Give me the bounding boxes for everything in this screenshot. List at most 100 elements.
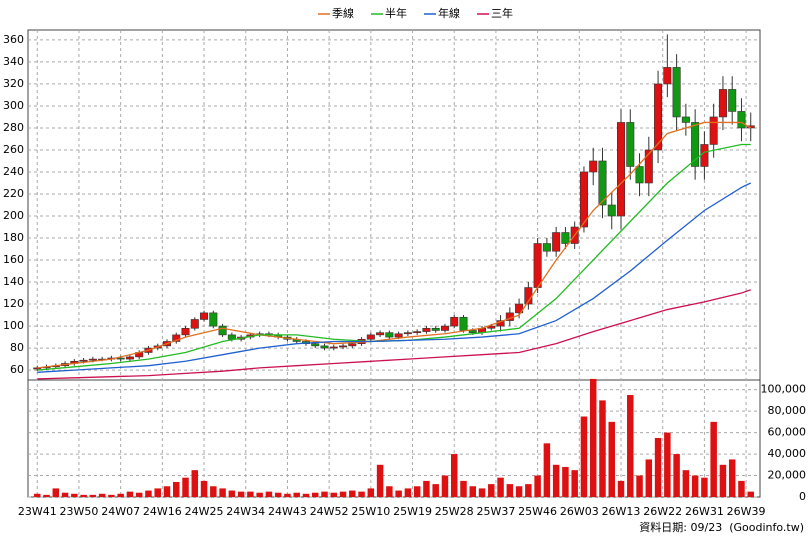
volume-bar <box>395 490 402 497</box>
x-tick-label: 26W39 <box>727 505 766 518</box>
volume-bar <box>210 486 217 497</box>
volume-bar <box>654 437 662 497</box>
candle-body <box>459 316 468 331</box>
y-tick-label: 60 <box>10 363 24 376</box>
volume-bar <box>747 491 754 497</box>
x-tick-label: 25W37 <box>476 505 515 518</box>
candle-body <box>431 327 440 331</box>
volume-bar <box>52 488 60 497</box>
volume-bar <box>34 493 41 497</box>
volume-bar <box>580 416 588 497</box>
candle-body <box>700 144 709 167</box>
volume-bar <box>358 491 365 497</box>
volume-bar <box>163 486 171 497</box>
volume-bar <box>43 494 50 497</box>
x-tick-label: 24W07 <box>101 505 140 518</box>
y-tick-label: 340 <box>3 55 24 68</box>
x-tick-label: 26W31 <box>685 505 724 518</box>
volume-bar <box>441 475 449 497</box>
y-tick-label: 200 <box>3 209 24 222</box>
volume-bar <box>608 421 615 497</box>
candle-body <box>440 325 449 331</box>
candle-body <box>190 319 199 329</box>
volume-bar <box>182 477 189 497</box>
candle-body <box>320 345 329 349</box>
candle-body <box>366 334 375 340</box>
y-tick-label: 140 <box>3 275 24 288</box>
candle-body <box>672 67 681 118</box>
volume-bar <box>61 492 69 497</box>
candle-body <box>533 243 542 288</box>
volume-bar <box>571 470 578 497</box>
volume-bar <box>432 484 439 497</box>
candle-body <box>598 160 607 206</box>
volume-bar <box>562 466 569 497</box>
candle-body <box>385 332 394 338</box>
x-tick-label: 23W41 <box>18 505 57 518</box>
plot-frame <box>27 29 761 498</box>
candle-body <box>172 334 181 342</box>
y-tick-label: 180 <box>3 231 24 244</box>
candle-body <box>181 327 190 336</box>
x-tick-label: 26W03 <box>560 505 599 518</box>
ma-line <box>37 121 752 369</box>
candle-body <box>709 116 718 145</box>
volume-bar <box>469 486 477 497</box>
candle-body <box>663 67 672 85</box>
volume-bar <box>627 395 634 497</box>
volume-bar <box>682 470 690 497</box>
candle-body <box>635 166 644 184</box>
volume-bar <box>728 459 736 497</box>
volume-bar <box>80 494 87 497</box>
candle-body <box>561 232 570 244</box>
x-tick-label: 25W10 <box>351 505 390 518</box>
volume-bar <box>173 481 180 497</box>
legend-label: 年線 <box>438 6 460 20</box>
candle-body <box>542 243 551 252</box>
candle-body <box>329 346 338 349</box>
x-tick-label: 24W16 <box>143 505 182 518</box>
volume-bar <box>237 491 245 497</box>
candle-body <box>552 232 561 252</box>
volume-bar <box>645 459 653 497</box>
volume-bar <box>284 493 291 497</box>
x-tick-label: 23W50 <box>60 505 99 518</box>
candle-body <box>413 331 422 333</box>
volume-bar <box>460 480 467 497</box>
volume-bar <box>636 475 643 497</box>
volume-bar <box>117 493 124 497</box>
footer: 資料日期: 09/23 (Goodinfo.tw) <box>639 520 804 534</box>
volume-bar <box>691 475 699 497</box>
y-tick-label: 120 <box>3 297 24 310</box>
y2-tick-label: 100,000 <box>761 383 807 396</box>
x-tick-label: 24W25 <box>185 505 224 518</box>
x-tick-label: 25W28 <box>435 505 474 518</box>
candle-body <box>654 83 663 151</box>
volume-bar <box>534 475 541 497</box>
volume-bar <box>664 432 671 497</box>
candle-body <box>617 122 626 217</box>
volume-bar <box>497 477 504 497</box>
candle-body <box>88 358 97 361</box>
volume-bar <box>293 492 300 497</box>
volume-bar <box>450 454 458 497</box>
candle-body <box>468 330 477 333</box>
ma-line <box>37 289 751 380</box>
candle-body <box>348 343 357 347</box>
y-tick-label: 160 <box>3 253 24 266</box>
y-tick-label: 80 <box>10 341 24 354</box>
volume-bar <box>543 443 551 497</box>
volume-bar <box>367 488 375 497</box>
volume-bar <box>488 484 495 497</box>
candle-body <box>209 312 218 327</box>
candle-body <box>376 332 385 336</box>
candle-body <box>579 171 588 228</box>
volume-bar <box>738 480 745 497</box>
volume-bar <box>108 494 115 497</box>
y-tick-label: 320 <box>3 77 24 90</box>
volume-bar <box>228 490 236 497</box>
candle-body <box>718 89 727 118</box>
volume-bar <box>719 464 727 497</box>
candle-body <box>79 359 88 362</box>
volume-bar <box>515 486 523 497</box>
